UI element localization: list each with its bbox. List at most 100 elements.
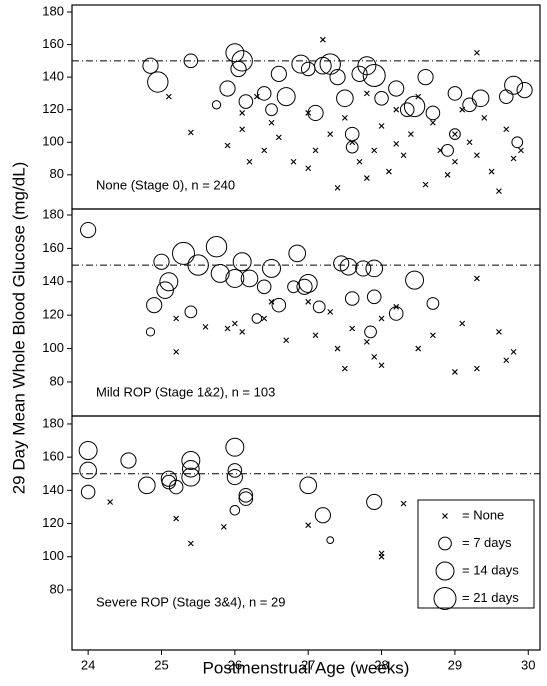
- x-marker: [283, 337, 290, 344]
- bubble: [298, 273, 318, 293]
- bubble: [238, 491, 254, 506]
- x-marker: [239, 328, 246, 335]
- x-tick-label: 24: [81, 657, 95, 672]
- x-marker: [341, 365, 348, 372]
- bubble: [238, 94, 254, 109]
- x-marker: [415, 345, 422, 352]
- bubble: [184, 305, 198, 319]
- bubble: [226, 468, 243, 486]
- bubble: [388, 80, 405, 97]
- y-tick-label: 120: [42, 101, 64, 116]
- x-axis-label: Postmenstrual Age (weeks): [203, 658, 410, 677]
- x-marker: [290, 158, 297, 165]
- legend-marker: [438, 536, 452, 551]
- bubble: [296, 278, 313, 295]
- bubble: [299, 476, 318, 495]
- x-marker: [312, 332, 319, 339]
- bubble: [120, 452, 137, 469]
- x-marker: [371, 147, 378, 154]
- bubble: [146, 297, 163, 314]
- bubble: [80, 221, 97, 239]
- bubble: [511, 136, 524, 149]
- bubble: [362, 63, 386, 87]
- bubble: [142, 57, 159, 74]
- bubble: [462, 97, 477, 113]
- bubble: [240, 269, 259, 288]
- x-tick-label: 27: [301, 657, 315, 672]
- y-tick-label: 80: [50, 166, 64, 181]
- x-marker: [496, 188, 502, 194]
- x-tick-label: 25: [154, 657, 168, 672]
- bubble: [504, 75, 524, 95]
- x-marker: [341, 114, 348, 121]
- y-tick-label: 180: [42, 415, 64, 430]
- x-marker: [400, 152, 407, 159]
- bubble: [355, 260, 372, 277]
- x-marker: [430, 119, 436, 126]
- bubble: [417, 69, 434, 86]
- bubble: [366, 289, 382, 305]
- x-tick-label: 26: [228, 657, 242, 672]
- x-tick-label: 28: [374, 657, 388, 672]
- x-marker: [334, 345, 341, 352]
- y-tick-label: 120: [42, 515, 64, 530]
- bubble: [366, 493, 383, 511]
- bubble: [471, 89, 490, 108]
- bubble: [351, 65, 368, 82]
- bubble: [265, 103, 278, 117]
- bubble: [329, 69, 346, 86]
- bubble: [374, 91, 389, 106]
- bubble: [256, 279, 272, 295]
- x-marker: [187, 129, 194, 136]
- bubble: [187, 254, 209, 276]
- x-marker: [371, 354, 378, 360]
- panel-label: Mild ROP (Stage 1&2), n = 103: [96, 384, 275, 399]
- bubble: [256, 86, 272, 101]
- bubble: [80, 484, 96, 500]
- x-marker: [312, 147, 319, 154]
- x-marker: [466, 139, 473, 146]
- y-tick-label: 180: [42, 3, 64, 18]
- bubble: [403, 95, 426, 118]
- bubble: [227, 463, 243, 478]
- bubble: [357, 56, 377, 76]
- bubble: [271, 297, 287, 313]
- x-marker: [393, 106, 400, 113]
- bubble: [449, 128, 461, 140]
- bubble: [225, 43, 245, 63]
- x-marker: [349, 325, 356, 332]
- legend-marker: [442, 513, 448, 519]
- x-marker: [400, 500, 407, 507]
- x-marker: [378, 553, 385, 560]
- bubble: [405, 270, 425, 290]
- x-marker: [452, 158, 458, 165]
- x-marker: [474, 152, 480, 159]
- x-marker: [224, 325, 231, 332]
- bubble: [291, 54, 311, 74]
- x-marker: [444, 171, 451, 178]
- x-marker: [246, 158, 253, 165]
- bubble: [145, 327, 156, 337]
- x-marker: [319, 36, 326, 43]
- bubble: [326, 536, 335, 545]
- x-marker: [452, 131, 458, 137]
- x-marker: [408, 131, 414, 137]
- x-marker: [224, 142, 231, 149]
- x-marker: [239, 110, 246, 116]
- x-marker: [474, 275, 480, 282]
- x-marker: [261, 315, 268, 322]
- legend-marker: [435, 561, 455, 581]
- x-marker: [356, 158, 363, 165]
- x-marker: [334, 184, 341, 191]
- y-tick-label: 160: [42, 240, 64, 255]
- panel-label: Severe ROP (Stage 3&4), n = 29: [96, 594, 285, 609]
- bubble: [138, 476, 156, 495]
- x-marker: [481, 114, 488, 121]
- bubble: [219, 80, 236, 97]
- x-marker: [422, 181, 429, 188]
- bubble: [231, 50, 253, 72]
- bubble: [344, 126, 360, 142]
- x-marker: [459, 320, 466, 327]
- y-tick-label: 80: [50, 373, 64, 388]
- legend-label: = 14 days: [462, 562, 519, 577]
